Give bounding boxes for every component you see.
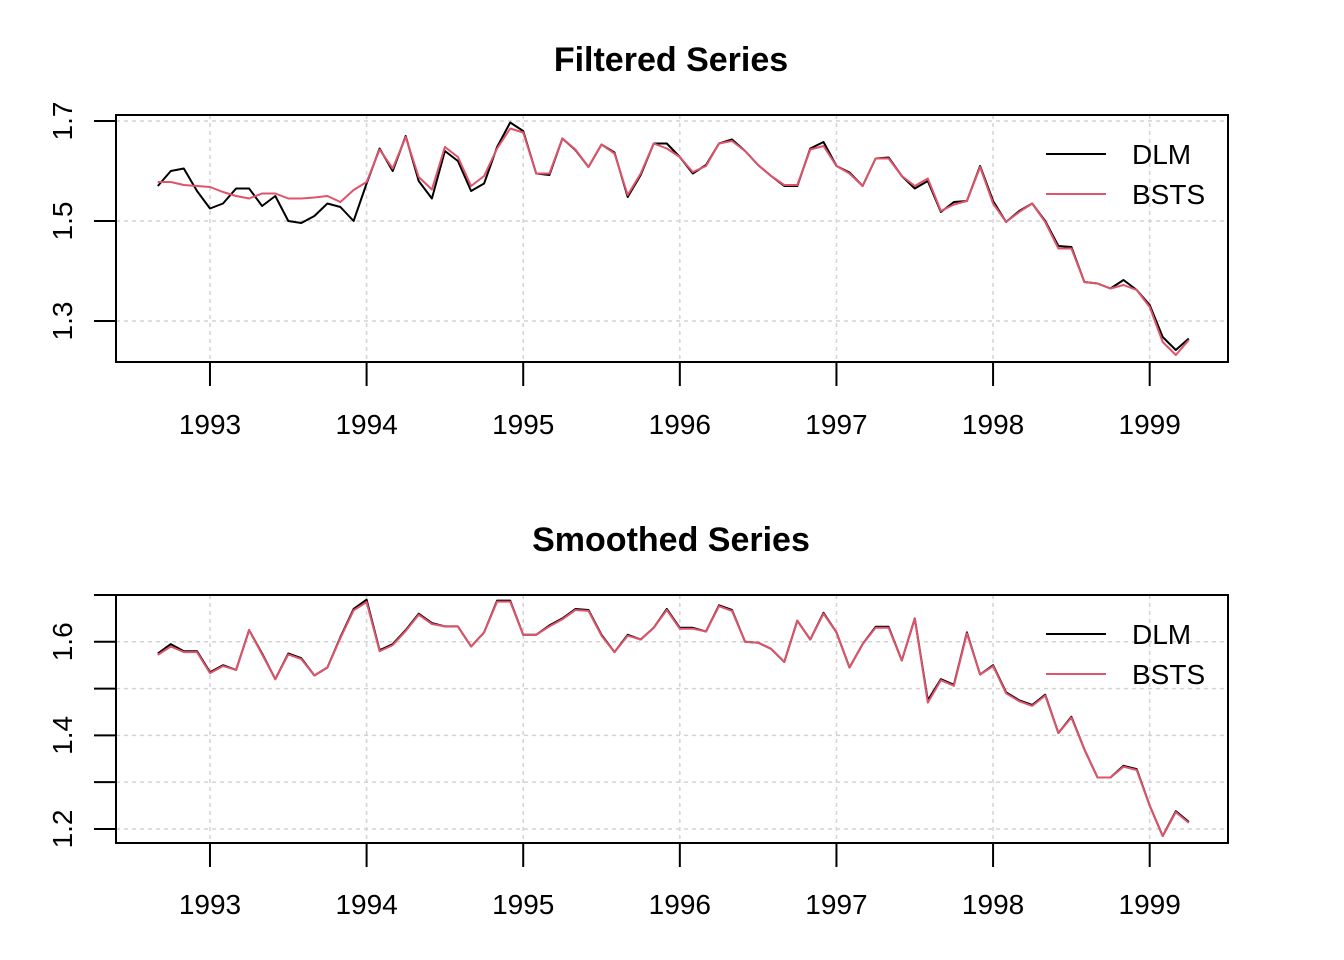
legend: DLM BSTS xyxy=(1046,619,1205,690)
filtered-series-panel: Filtered Series 1993 1994 1995 1996 1997 1998… xyxy=(47,41,1229,440)
plot-frame xyxy=(115,594,1229,844)
x-tick-label: 1997 xyxy=(805,409,867,440)
legend-label: BSTS xyxy=(1132,179,1205,210)
x-axis: 1993 1994 1995 1996 1997 1998 1999 xyxy=(179,362,1181,440)
x-tick-label: 1995 xyxy=(492,409,554,440)
series-line-dlm xyxy=(157,598,1190,837)
x-tick-label: 1999 xyxy=(1119,889,1181,920)
x-tick-label: 1993 xyxy=(179,409,241,440)
legend: DLM BSTS xyxy=(1046,139,1205,210)
x-tick-label: 1993 xyxy=(179,889,241,920)
x-tick-label: 1999 xyxy=(1119,409,1181,440)
chart-title: Filtered Series xyxy=(554,41,788,79)
x-tick-label: 1994 xyxy=(335,409,397,440)
x-tick-label: 1994 xyxy=(335,889,397,920)
x-axis: 1993 1994 1995 1996 1997 1998 1999 xyxy=(179,843,1181,920)
legend-label: DLM xyxy=(1132,619,1191,650)
series-line-bsts xyxy=(157,127,1190,356)
x-tick-label: 1998 xyxy=(962,889,1024,920)
legend-label: DLM xyxy=(1132,139,1191,170)
plot-frame xyxy=(115,114,1229,363)
y-tick-label: 1.2 xyxy=(47,809,78,848)
chart-title: Smoothed Series xyxy=(532,521,810,559)
series-line-dlm xyxy=(157,121,1190,351)
x-tick-label: 1997 xyxy=(805,889,867,920)
x-tick-label: 1998 xyxy=(962,409,1024,440)
x-tick-label: 1996 xyxy=(649,409,711,440)
y-tick-label: 1.7 xyxy=(47,102,78,141)
series-line-bsts xyxy=(157,600,1190,837)
y-tick-label: 1.4 xyxy=(47,716,78,755)
x-tick-label: 1995 xyxy=(492,889,554,920)
y-axis: 1.2 1.4 1.6 xyxy=(47,594,116,848)
y-tick-label: 1.3 xyxy=(47,302,78,341)
smoothed-series-panel: Smoothed Series 1993 1994 1995 1996 1997 1998… xyxy=(47,521,1229,920)
y-tick-label: 1.6 xyxy=(47,622,78,661)
y-axis: 1.3 1.5 1.7 xyxy=(47,102,116,341)
legend-label: BSTS xyxy=(1132,659,1205,690)
y-tick-label: 1.5 xyxy=(47,202,78,241)
grid-lines xyxy=(116,594,1228,843)
x-tick-label: 1996 xyxy=(649,889,711,920)
